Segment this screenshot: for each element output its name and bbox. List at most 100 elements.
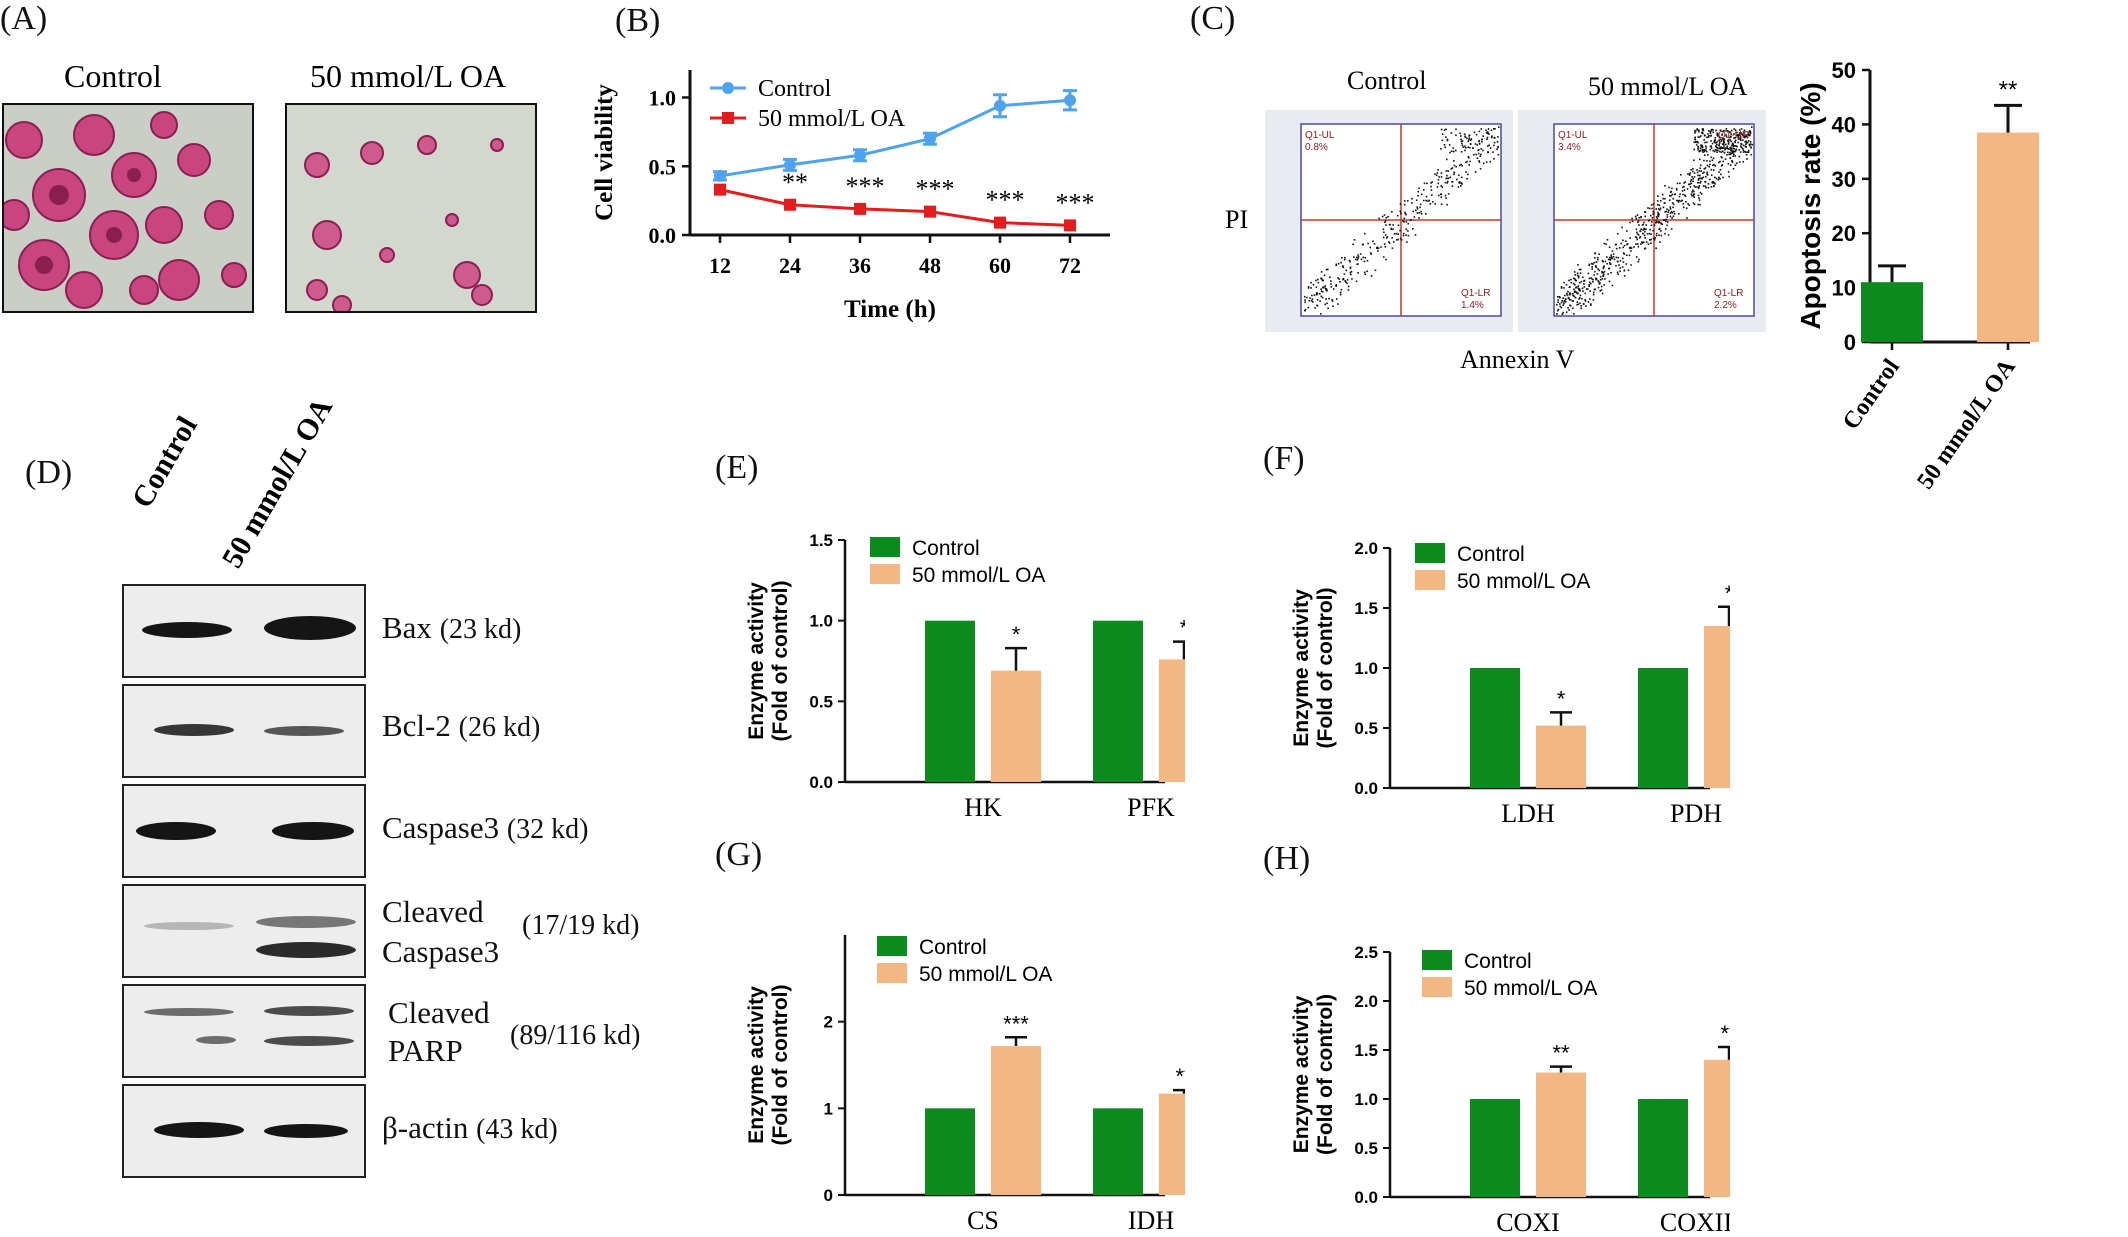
flow-event <box>1411 197 1413 200</box>
flow-event <box>1391 247 1394 249</box>
g-legend-swatch <box>877 963 907 983</box>
flow-event <box>1316 298 1319 301</box>
flow-event <box>1560 287 1563 289</box>
flow-event <box>1331 298 1333 301</box>
micrograph-control-title: Control <box>64 58 162 94</box>
flow-event <box>1686 188 1689 190</box>
flow-event <box>1630 250 1632 252</box>
flow-event <box>1662 206 1665 209</box>
flow-event <box>1658 213 1660 216</box>
blot-label-beta-actin: β-actin (43 kd) <box>382 1110 558 1145</box>
flow-event <box>1672 197 1675 200</box>
flow-event <box>1664 232 1666 235</box>
c-significance: ** <box>1999 76 2018 103</box>
b-point-oa <box>854 202 866 215</box>
flow-event <box>1642 229 1644 231</box>
flow-event <box>1596 258 1599 261</box>
flow-event <box>1659 200 1662 202</box>
flow-event <box>1377 247 1380 249</box>
flow-event <box>1403 217 1406 220</box>
flow-event <box>1738 161 1741 163</box>
flow-event <box>1426 182 1428 185</box>
flow-event <box>1585 288 1588 290</box>
flow-event <box>1385 237 1388 239</box>
flow-event <box>1404 211 1406 214</box>
flow-event <box>1598 253 1600 255</box>
flow-event <box>1320 271 1323 273</box>
flow-event <box>1655 247 1657 250</box>
flow-event <box>1460 138 1462 141</box>
flow-event <box>1353 238 1356 241</box>
flow-event <box>1392 224 1394 226</box>
flow-event <box>1697 178 1700 180</box>
flow-event <box>1723 151 1726 154</box>
flow-event <box>1457 186 1460 188</box>
flow-event <box>1713 176 1716 179</box>
flow-event <box>1563 302 1565 305</box>
flow-event <box>1696 186 1698 188</box>
flow-event <box>1594 252 1596 255</box>
flow-event <box>1693 141 1696 144</box>
panel-label-g: (G) <box>715 836 763 873</box>
flow-event <box>1738 134 1741 136</box>
flow-event <box>1597 268 1599 270</box>
flow-event <box>1694 130 1697 133</box>
flow-event <box>1730 133 1732 135</box>
flow-event <box>1451 185 1454 187</box>
flow-event <box>1689 183 1691 185</box>
flow-event <box>1594 257 1596 259</box>
flow-event <box>1380 246 1382 248</box>
flow-event <box>1658 234 1660 236</box>
flow-event <box>1344 280 1346 282</box>
blot-bax <box>122 584 366 678</box>
flow-event <box>1595 261 1598 263</box>
flow-event <box>1641 242 1644 244</box>
flow-event <box>1589 298 1591 300</box>
flow-event <box>1307 286 1310 288</box>
flow-event <box>1566 292 1568 295</box>
flow-event <box>1719 169 1722 171</box>
flow-event <box>1707 130 1710 132</box>
flow-event <box>1635 236 1638 239</box>
flow-event <box>1478 130 1481 133</box>
flow-event <box>1335 263 1338 266</box>
g-significance: *** <box>1003 1011 1029 1036</box>
flow-event <box>1638 224 1640 226</box>
flow-event <box>1622 239 1624 242</box>
h-ytick-label: 0.0 <box>1354 1188 1378 1207</box>
flow-event <box>1420 193 1423 196</box>
flow-event <box>1325 288 1328 290</box>
flow-event <box>1487 145 1489 147</box>
flow-event <box>1326 268 1329 271</box>
flow-event <box>1748 143 1751 146</box>
flow-event <box>1653 224 1656 226</box>
flow-event <box>1670 228 1673 230</box>
e-ytick-label: 1.5 <box>809 531 833 550</box>
flow-event <box>1608 267 1611 270</box>
flow-event <box>1563 287 1565 289</box>
b-xtick-label: 72 <box>1059 253 1081 278</box>
flow-event <box>1487 132 1489 135</box>
flow-event <box>1304 299 1306 301</box>
flow-event <box>1623 275 1626 277</box>
b-xtick-label: 12 <box>709 253 731 278</box>
flow-event <box>1692 177 1694 180</box>
flow-event <box>1443 144 1446 146</box>
flow-event <box>1693 159 1695 162</box>
flow-event <box>1693 203 1696 206</box>
flow-event <box>1657 212 1660 215</box>
flow-event <box>1594 288 1596 290</box>
h-bar <box>1638 1099 1688 1197</box>
flow-event <box>1355 256 1358 259</box>
flow-event <box>1721 164 1723 166</box>
flow-event <box>1559 305 1562 308</box>
flow-event <box>1402 219 1404 222</box>
flow-event <box>1588 283 1591 286</box>
flow-event <box>1486 131 1489 133</box>
g-legend-swatch <box>877 936 907 956</box>
flow-event <box>1699 164 1702 167</box>
h-bar <box>1470 1099 1520 1197</box>
flow-event <box>1573 313 1575 315</box>
flow-event <box>1670 210 1673 213</box>
flow-event <box>1693 172 1696 174</box>
